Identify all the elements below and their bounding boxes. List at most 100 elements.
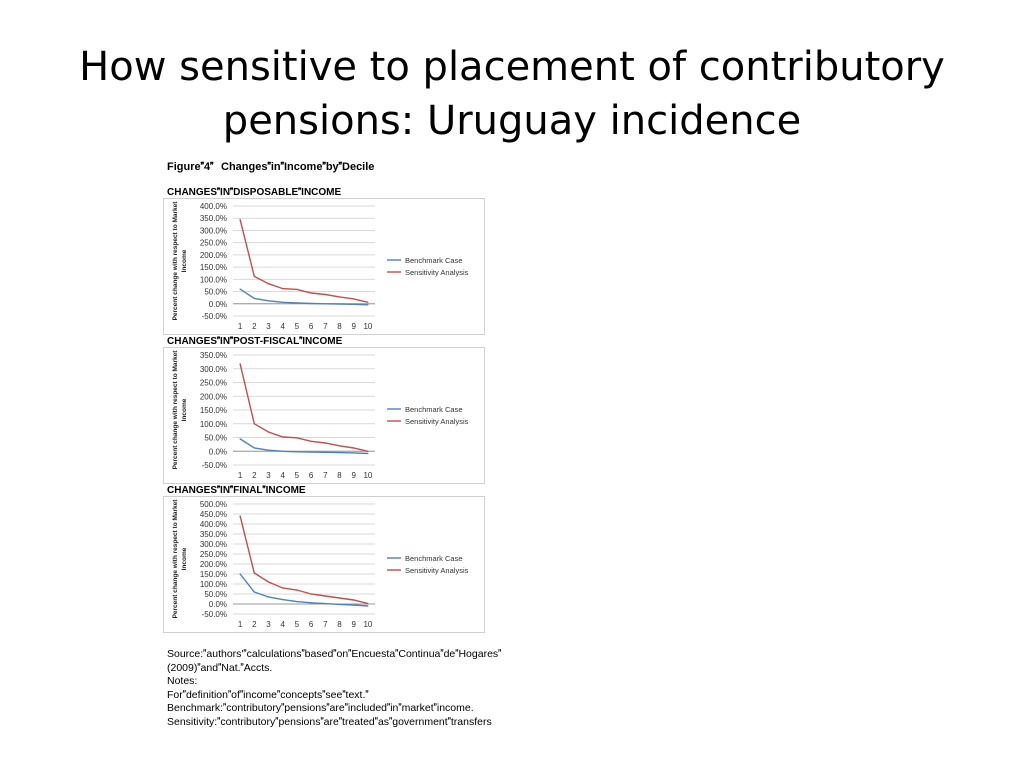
x-tick-label: 5 <box>295 471 300 480</box>
x-tick-label: 4 <box>280 471 285 480</box>
data-point <box>267 431 270 433</box>
x-tick-label: 6 <box>309 322 314 331</box>
x-tick-label: 8 <box>337 471 342 480</box>
data-point <box>253 591 255 593</box>
data-point <box>267 449 270 451</box>
x-tick-label: 5 <box>295 620 300 629</box>
data-point <box>338 597 341 599</box>
data-point <box>324 293 326 296</box>
data-point <box>267 581 270 583</box>
chart-disposable-income: 400.0%350.0%300.0%250.0%200.0%150.0%100.… <box>163 198 485 335</box>
series-line-benchmark <box>239 438 368 455</box>
y-tick-label: 400.0% <box>200 520 227 529</box>
data-point <box>324 442 326 444</box>
data-point <box>296 437 298 439</box>
data-point <box>282 301 284 303</box>
series-line-benchmark <box>239 288 368 306</box>
data-point <box>310 602 312 604</box>
y-tick-label: -50.0% <box>202 461 227 470</box>
legend-label: Sensitivity Analysis <box>405 417 469 426</box>
data-point <box>338 452 341 454</box>
data-point <box>310 292 312 294</box>
y-tick-label: 150.0% <box>200 406 227 415</box>
x-tick-label: 2 <box>252 620 257 629</box>
x-tick-label: 5 <box>295 322 300 331</box>
panel-title-post-fiscal: CHANGESINPOST-FISCALINCOME <box>167 336 343 347</box>
y-tick-label: 250.0% <box>200 550 227 559</box>
x-tick-label: 9 <box>351 322 356 331</box>
data-point <box>367 304 369 306</box>
data-point <box>267 596 270 598</box>
data-point <box>353 447 355 449</box>
y-tick-label: 100.0% <box>200 420 227 429</box>
data-point <box>239 288 241 290</box>
y-tick-label: 300.0% <box>200 540 227 549</box>
y-tick-label: 100.0% <box>200 580 227 589</box>
data-point <box>338 296 341 298</box>
panel-title-disposable: CHANGESINDISPOSABLEINCOME <box>167 187 342 198</box>
y-tick-label: 300.0% <box>200 365 227 374</box>
note-line: (2009)andNat.Accts. <box>167 661 273 674</box>
series-line-sensitivity <box>239 219 369 303</box>
legend-label: Benchmark Case <box>405 405 463 414</box>
data-point <box>310 451 312 453</box>
data-point <box>282 288 284 290</box>
x-tick-label: 3 <box>266 471 271 480</box>
data-point <box>282 450 284 452</box>
x-tick-label: 1 <box>238 620 243 629</box>
data-point <box>367 301 369 303</box>
data-point <box>239 438 241 440</box>
figure-title: Figure4ChangesinIncomebyDecile <box>167 161 375 173</box>
data-point <box>310 593 312 595</box>
y-tick-label: 100.0% <box>200 275 227 284</box>
y-axis-label: Percent change with respect to Market Inc… <box>172 350 188 470</box>
x-tick-label: 1 <box>238 471 243 480</box>
x-tick-label: 10 <box>363 620 372 629</box>
y-tick-label: 0.0% <box>209 300 227 309</box>
y-tick-label: 350.0% <box>200 214 227 223</box>
x-tick-label: 8 <box>337 620 342 629</box>
y-tick-label: 150.0% <box>200 263 227 272</box>
data-point <box>338 303 341 305</box>
data-point <box>267 300 270 302</box>
y-tick-label: 250.0% <box>200 239 227 248</box>
data-point <box>253 447 255 449</box>
x-tick-label: 10 <box>363 322 372 331</box>
x-tick-label: 2 <box>252 471 257 480</box>
data-point <box>353 599 355 601</box>
data-point <box>367 450 369 452</box>
data-point <box>296 302 298 304</box>
x-tick-label: 6 <box>309 471 314 480</box>
data-point <box>296 601 298 603</box>
data-point <box>296 288 298 290</box>
chart-final-income: 500.0%450.0%400.0%350.0%300.0%250.0%200.… <box>163 496 485 633</box>
data-point <box>296 451 298 453</box>
legend-label: Benchmark Case <box>405 554 463 563</box>
y-tick-label: 50.0% <box>204 288 227 297</box>
x-tick-label: 6 <box>309 620 314 629</box>
chart-frame <box>163 198 485 335</box>
y-tick-label: 450.0% <box>200 510 227 519</box>
data-point <box>367 452 369 455</box>
data-point <box>353 298 355 300</box>
data-point <box>324 451 326 453</box>
chart-post-fiscal-income: 350.0%300.0%250.0%200.0%150.0%100.0%50.0… <box>163 347 485 484</box>
y-tick-label: 0.0% <box>209 600 227 609</box>
x-tick-label: 4 <box>280 620 285 629</box>
note-line: Fordefinitionofincomeconceptsseete… <box>167 688 369 701</box>
data-point <box>239 218 241 221</box>
data-point <box>267 283 270 285</box>
data-point <box>353 303 355 305</box>
data-point <box>239 573 241 575</box>
slide-title-line-2: pensions: Uruguay incidence <box>222 98 802 144</box>
x-tick-label: 1 <box>238 322 243 331</box>
data-point <box>239 363 241 365</box>
chart-frame <box>163 347 485 484</box>
x-tick-label: 3 <box>266 620 271 629</box>
data-point <box>282 599 284 601</box>
x-tick-label: 9 <box>351 620 356 629</box>
y-tick-label: -50.0% <box>202 610 227 619</box>
x-tick-label: 10 <box>363 471 372 480</box>
x-tick-label: 3 <box>266 322 271 331</box>
data-point <box>338 603 341 605</box>
